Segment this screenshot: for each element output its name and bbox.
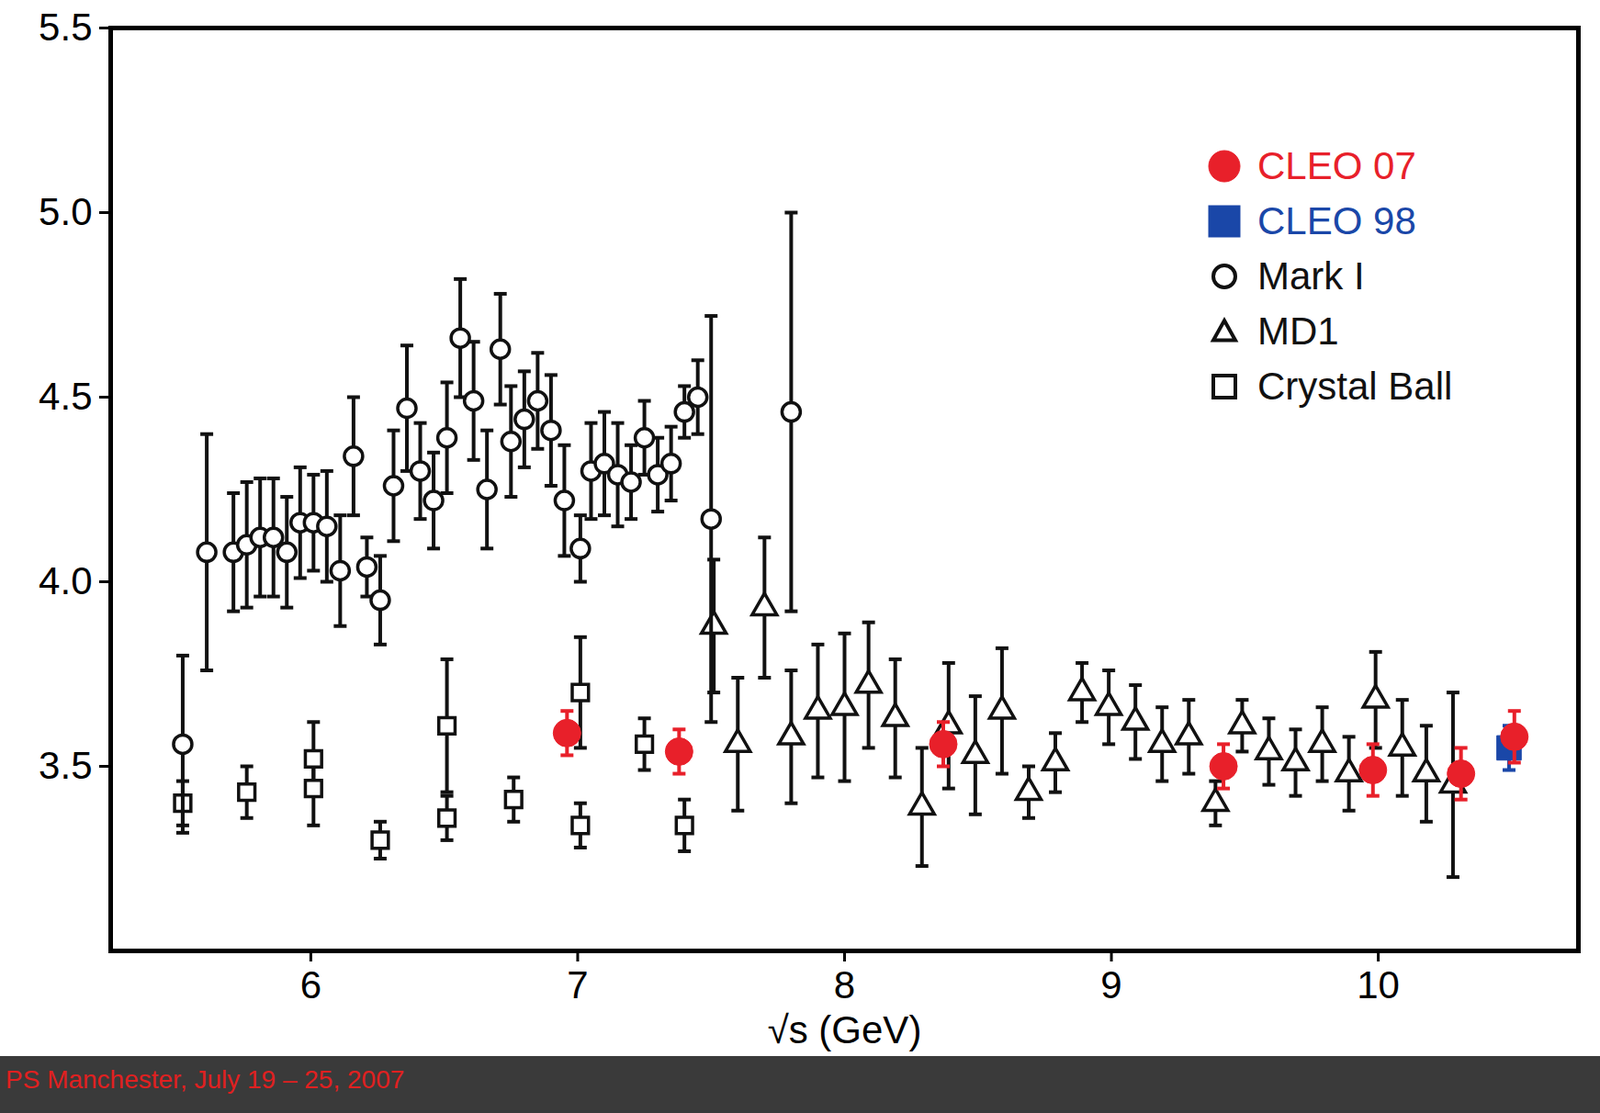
html-text:PS Manchester, July 19 – 25, 2: PS Manchester, July 19 – 25, 2007	[5, 1065, 405, 1094]
svg-text:3.5: 3.5	[38, 743, 92, 788]
svg-text:9: 9	[1100, 963, 1122, 1007]
svg-text:4.0: 4.0	[38, 559, 92, 603]
html-text:CLEO 98: CLEO 98	[1257, 199, 1417, 243]
svg-text:5.5: 5.5	[38, 5, 92, 49]
html-text:Mark I: Mark I	[1257, 254, 1365, 298]
html-text:CLEO 07: CLEO 07	[1257, 144, 1417, 188]
svg-text:6: 6	[300, 963, 322, 1007]
svg-text:8: 8	[833, 963, 856, 1007]
html-text:MD1: MD1	[1257, 309, 1339, 353]
svg-text:√s (GeV): √s (GeV)	[767, 1008, 923, 1052]
svg-text:4.5: 4.5	[38, 374, 92, 418]
svg-text:10: 10	[1356, 963, 1400, 1007]
html-text:Crystal Ball: Crystal Ball	[1257, 364, 1453, 408]
svg-text:5.0: 5.0	[38, 190, 92, 234]
svg-text:7: 7	[566, 963, 588, 1007]
